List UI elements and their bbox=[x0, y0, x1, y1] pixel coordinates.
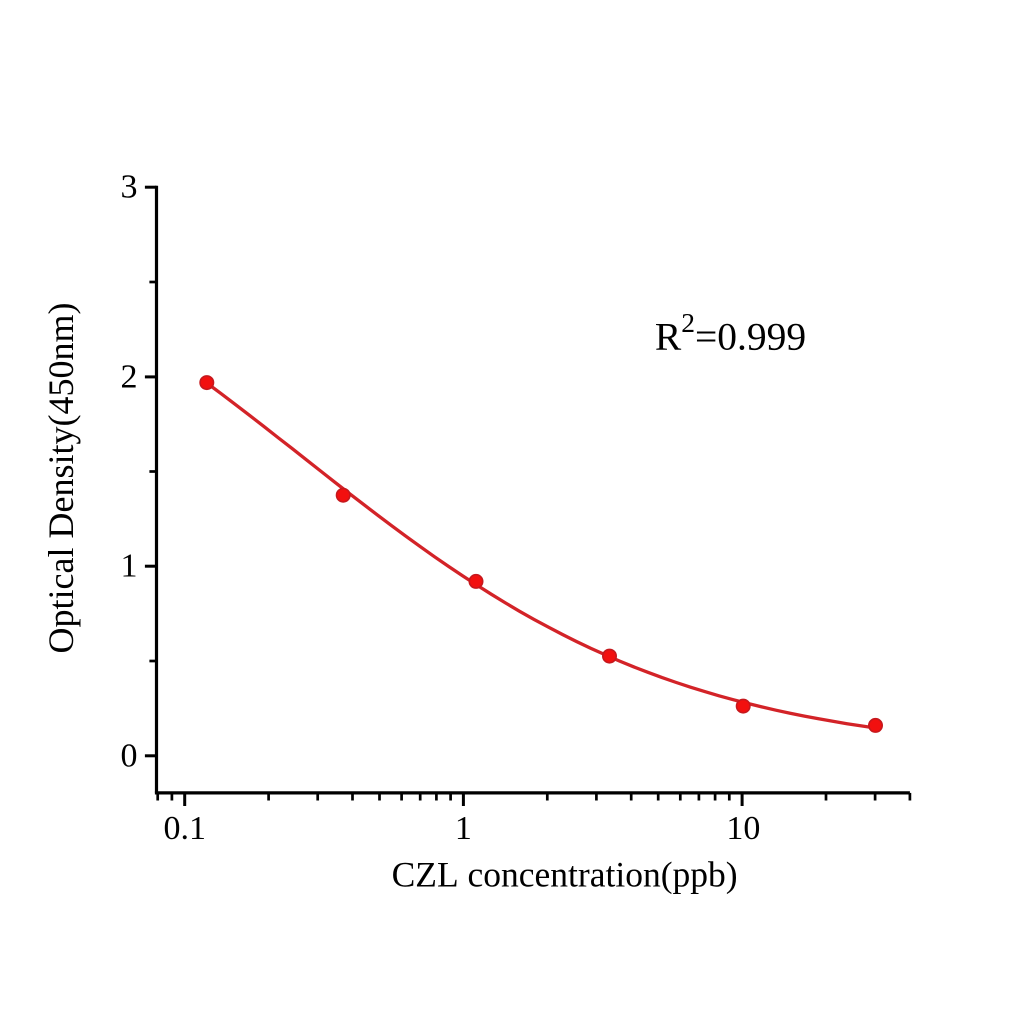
svg-text:10: 10 bbox=[726, 810, 760, 847]
svg-text:0.1: 0.1 bbox=[163, 810, 206, 847]
svg-text:R2=0.999: R2=0.999 bbox=[655, 307, 806, 359]
svg-text:CZL concentration(ppb): CZL concentration(ppb) bbox=[392, 855, 738, 895]
svg-text:1: 1 bbox=[455, 810, 472, 847]
svg-text:Optical Density(450nm): Optical Density(450nm) bbox=[41, 303, 81, 654]
svg-text:0: 0 bbox=[121, 737, 138, 774]
svg-text:2: 2 bbox=[121, 358, 138, 395]
svg-text:1: 1 bbox=[121, 548, 138, 585]
svg-text:3: 3 bbox=[121, 169, 138, 206]
